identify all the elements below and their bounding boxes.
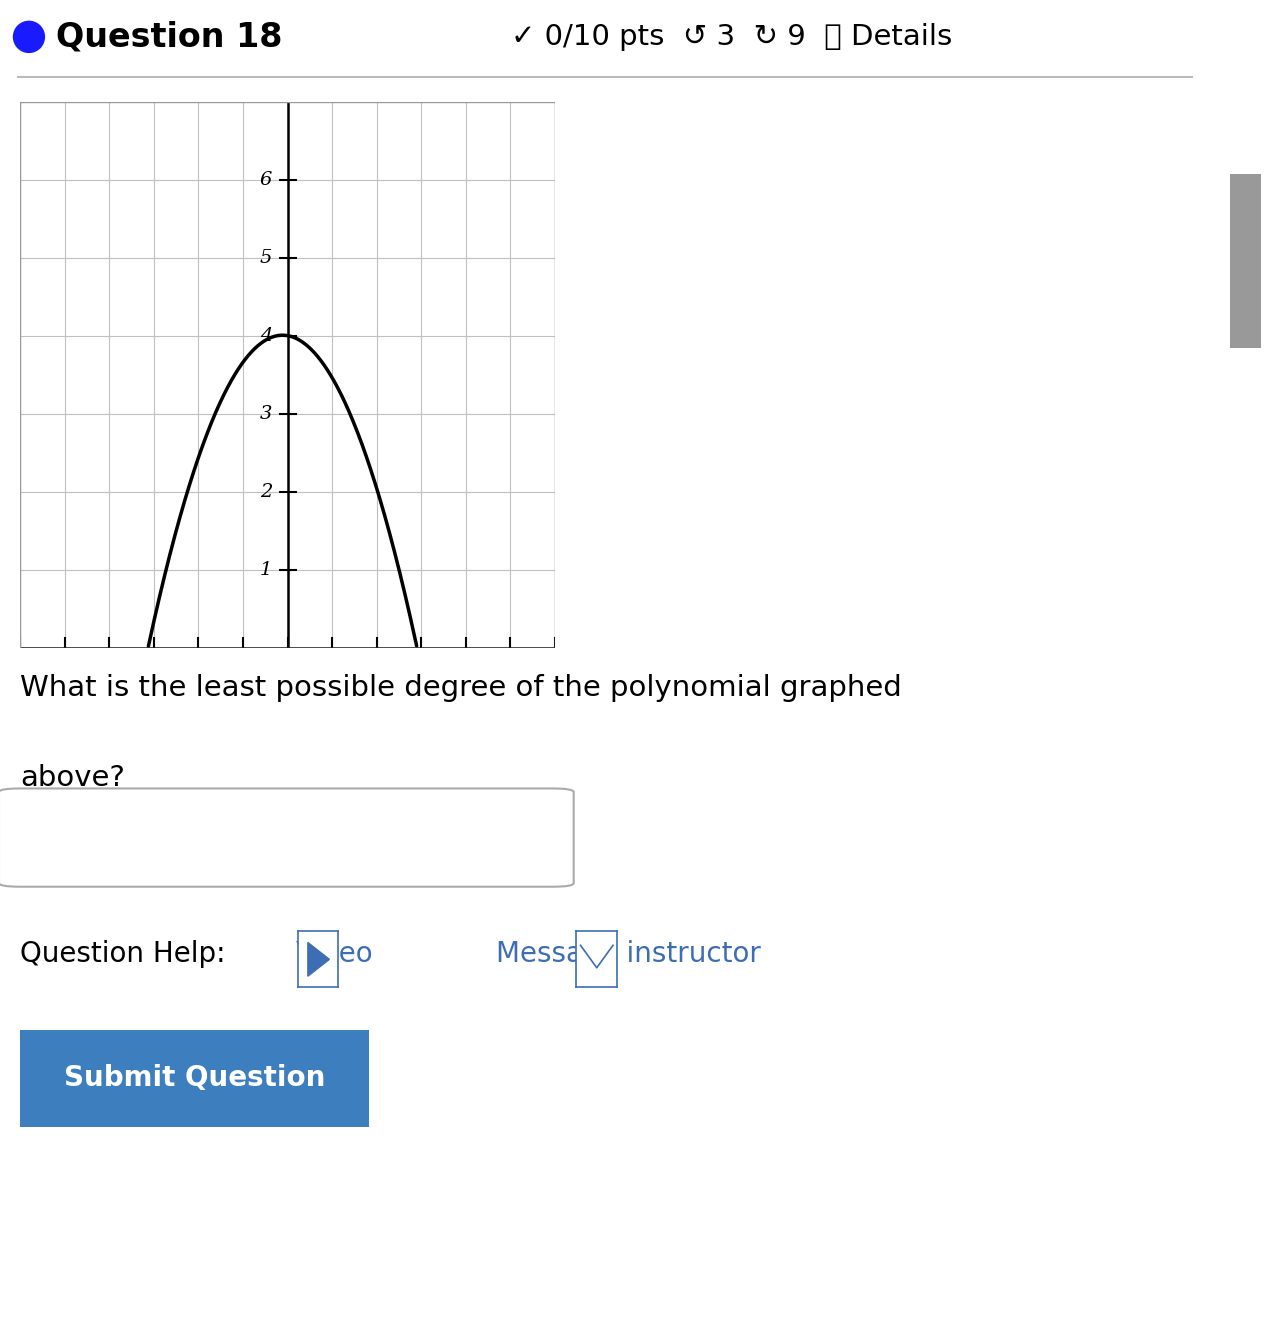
Text: Message instructor: Message instructor [495, 941, 760, 967]
FancyBboxPatch shape [0, 1024, 393, 1133]
Text: Video: Video [296, 941, 374, 967]
Text: 3: 3 [260, 404, 272, 423]
Polygon shape [308, 942, 329, 977]
Text: 1: 1 [260, 561, 272, 578]
Text: 2: 2 [260, 483, 272, 500]
Text: above?: above? [20, 764, 125, 792]
FancyBboxPatch shape [1230, 174, 1261, 348]
Text: Question Help:: Question Help: [20, 941, 226, 967]
Text: Submit Question: Submit Question [63, 1065, 326, 1092]
Text: What is the least possible degree of the polynomial graphed: What is the least possible degree of the… [20, 674, 902, 701]
Text: 5: 5 [260, 249, 272, 266]
Text: 4: 4 [260, 326, 272, 345]
Text: 6: 6 [260, 171, 272, 189]
FancyBboxPatch shape [0, 788, 574, 887]
Text: ✓ 0/10 pts  ↺ 3  ↻ 9  ⓘ Details: ✓ 0/10 pts ↺ 3 ↻ 9 ⓘ Details [512, 23, 953, 51]
Text: Question 18: Question 18 [56, 20, 283, 54]
Circle shape [14, 21, 44, 52]
